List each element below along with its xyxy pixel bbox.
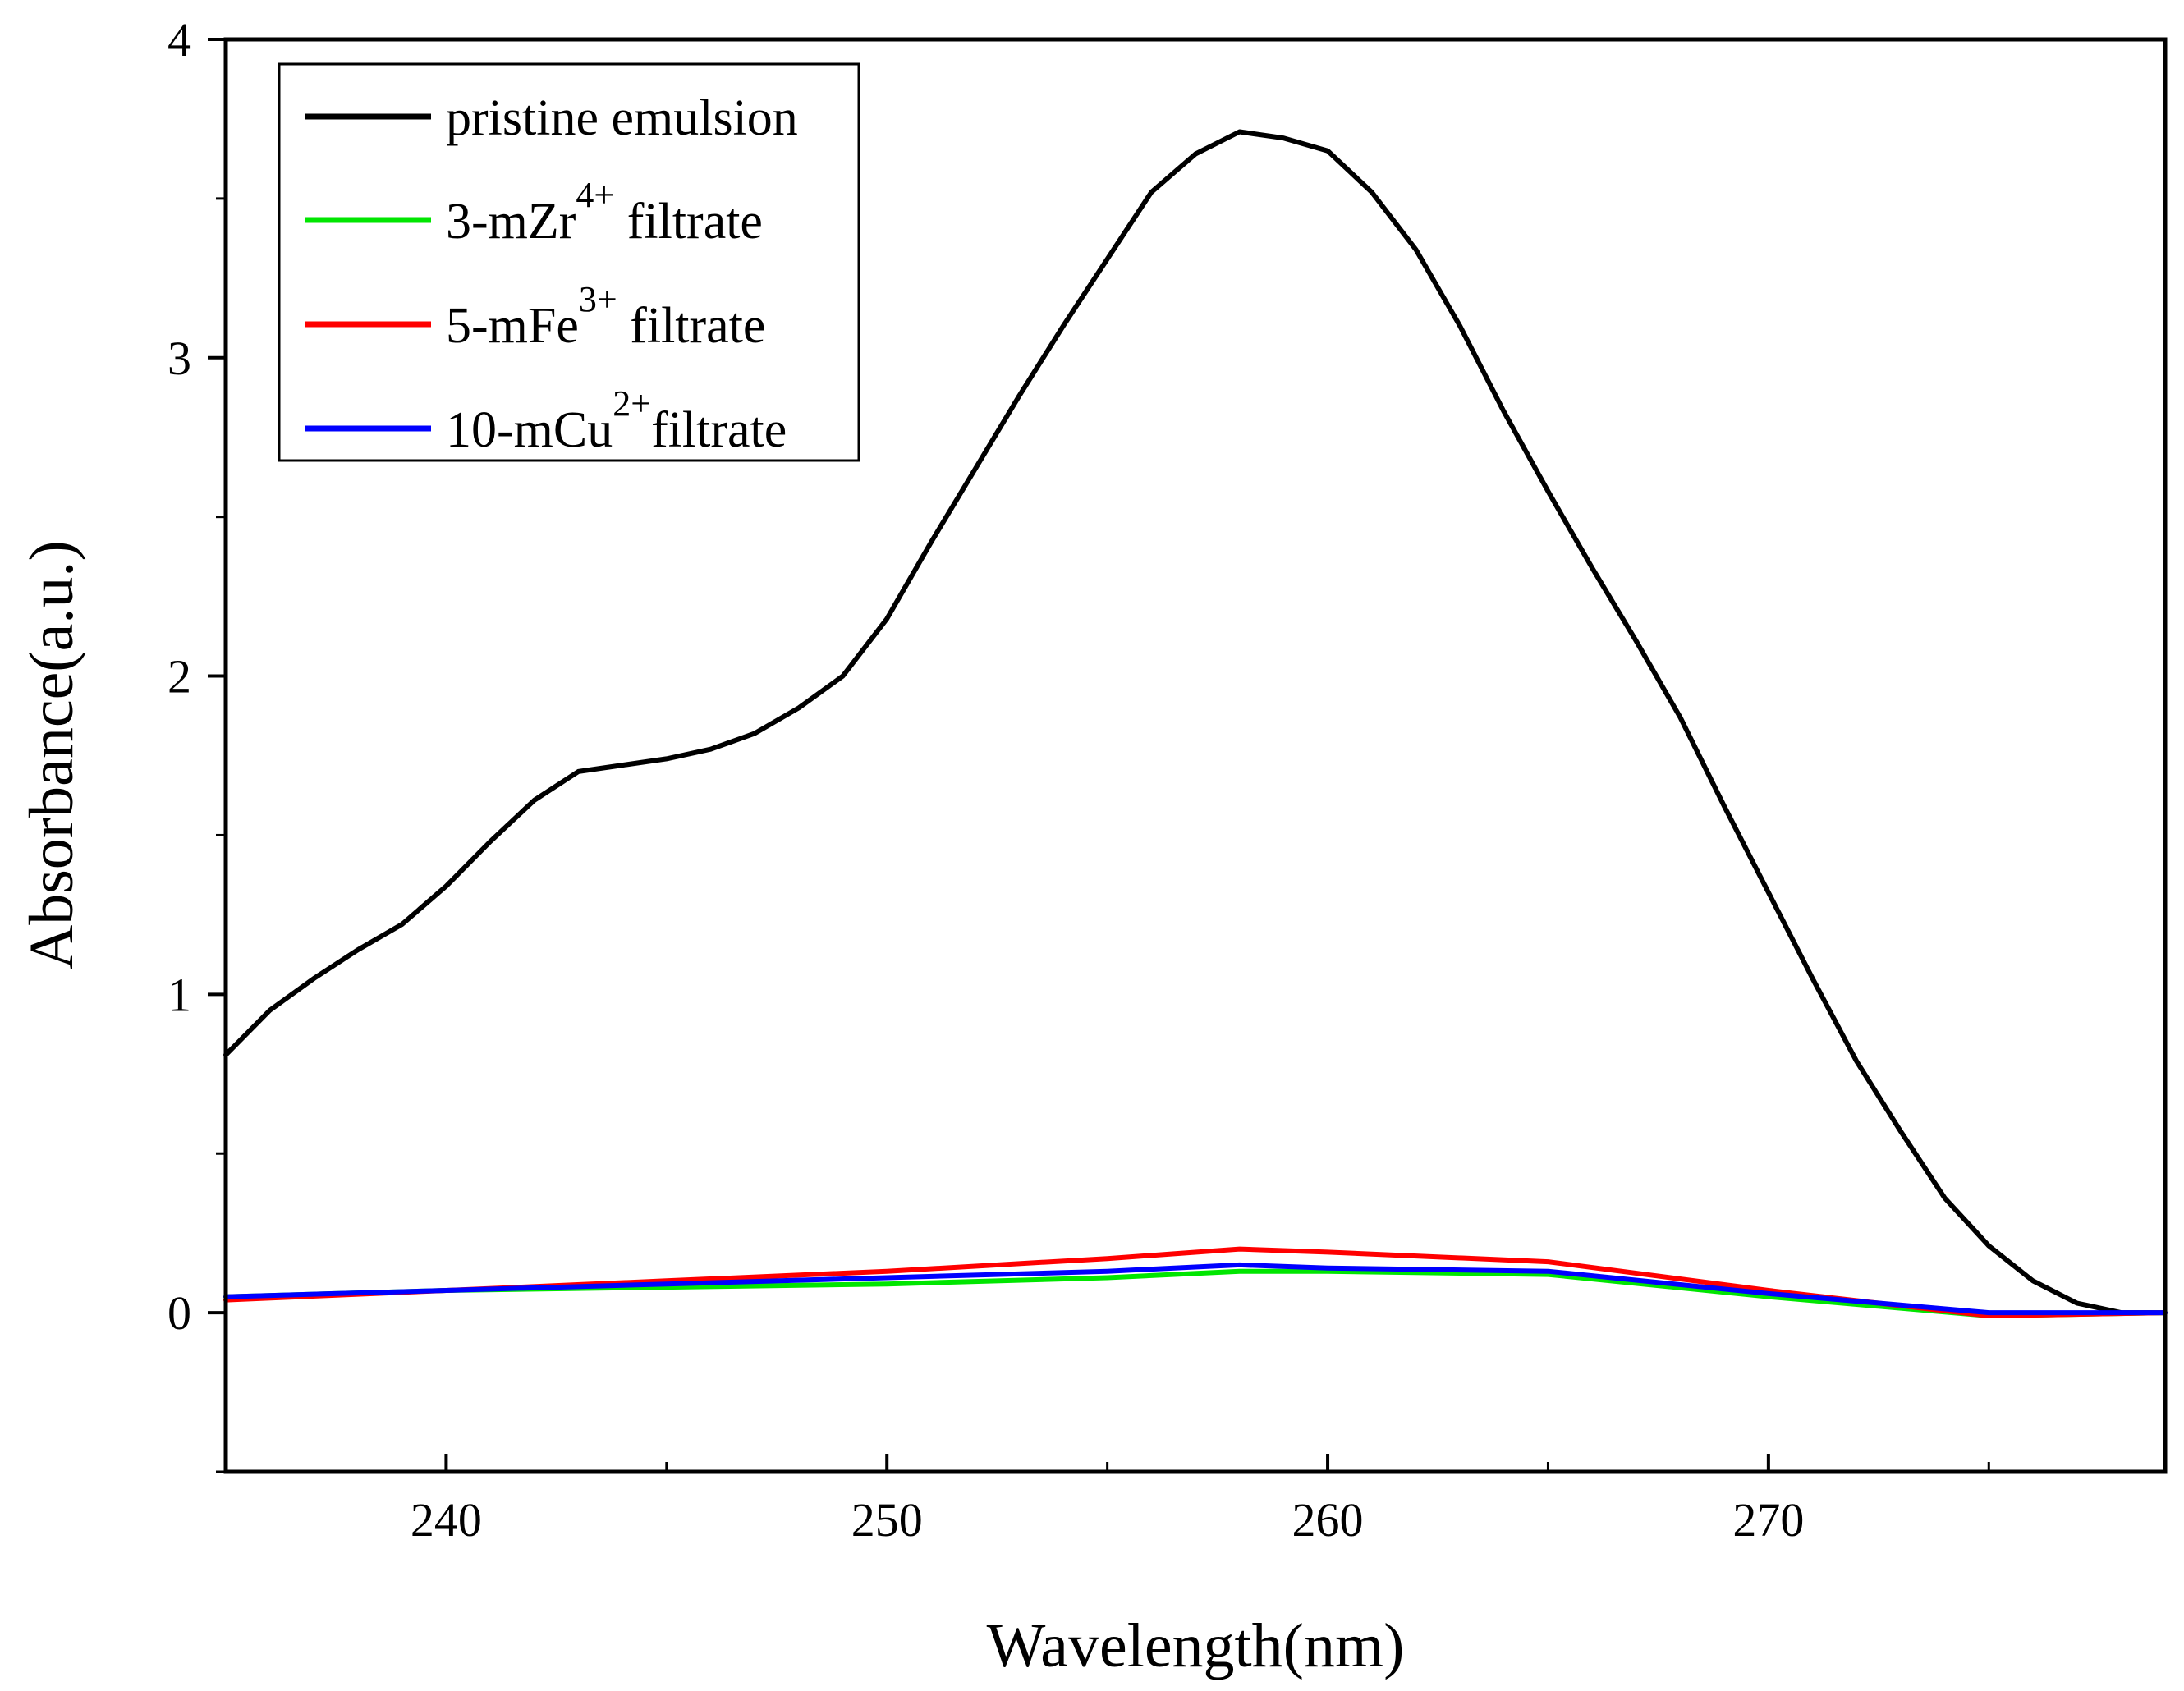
x-tick-label: 260 [1292,1493,1364,1547]
legend-item: 3-mZr4+ filtrate [305,175,763,250]
x-tick-label: 240 [411,1493,482,1547]
y-tick-label: 4 [167,13,191,66]
plot-frame [223,37,2168,1474]
y-tick-label: 0 [167,1286,191,1340]
legend-label-suffix: filtrate [651,402,787,458]
legend-label-suffix: filtrate [614,194,763,250]
legend-label: 5-mFe3+ filtrate [446,279,765,354]
x-tick-label: 250 [851,1493,923,1547]
legend-label-superscript: 2+ [613,383,651,424]
y-tick-label: 2 [167,650,191,703]
legend-box [278,62,860,462]
series-line-1 [223,129,2168,1316]
y-axis-label: Absorbance(a.u.) [17,540,86,969]
x-tick-label: 270 [1732,1493,1804,1547]
series-layer [223,129,2168,1318]
legend-label-suffix: filtrate [617,298,766,354]
legend-item: 5-mFe3+ filtrate [305,279,765,354]
y-tick-label: 1 [167,968,191,1021]
y-tick-label: 3 [167,332,191,385]
legend-label-base: 3-mZr [446,194,576,250]
series-line-4 [223,1262,2168,1316]
legend-label-superscript: 3+ [579,279,617,319]
legend-label-base: 5-mFe [446,298,579,354]
ticks-layer: 240 250 260 270 0 1 2 3 4 [167,13,1990,1547]
legend-label: 10-mCu2+filtrate [446,383,787,458]
legend-label: pristine emulsion [446,90,798,146]
legend-label-superscript: 4+ [576,175,614,215]
legend-label: 3-mZr4+ filtrate [446,175,763,250]
legend-item: 10-mCu2+filtrate [305,383,787,458]
legend-label-base: 10-mCu [446,402,613,458]
x-axis-label: Wavelength(nm) [987,1611,1405,1680]
legend-item: pristine emulsion [305,90,798,146]
legend-label-base: pristine emulsion [446,90,798,146]
